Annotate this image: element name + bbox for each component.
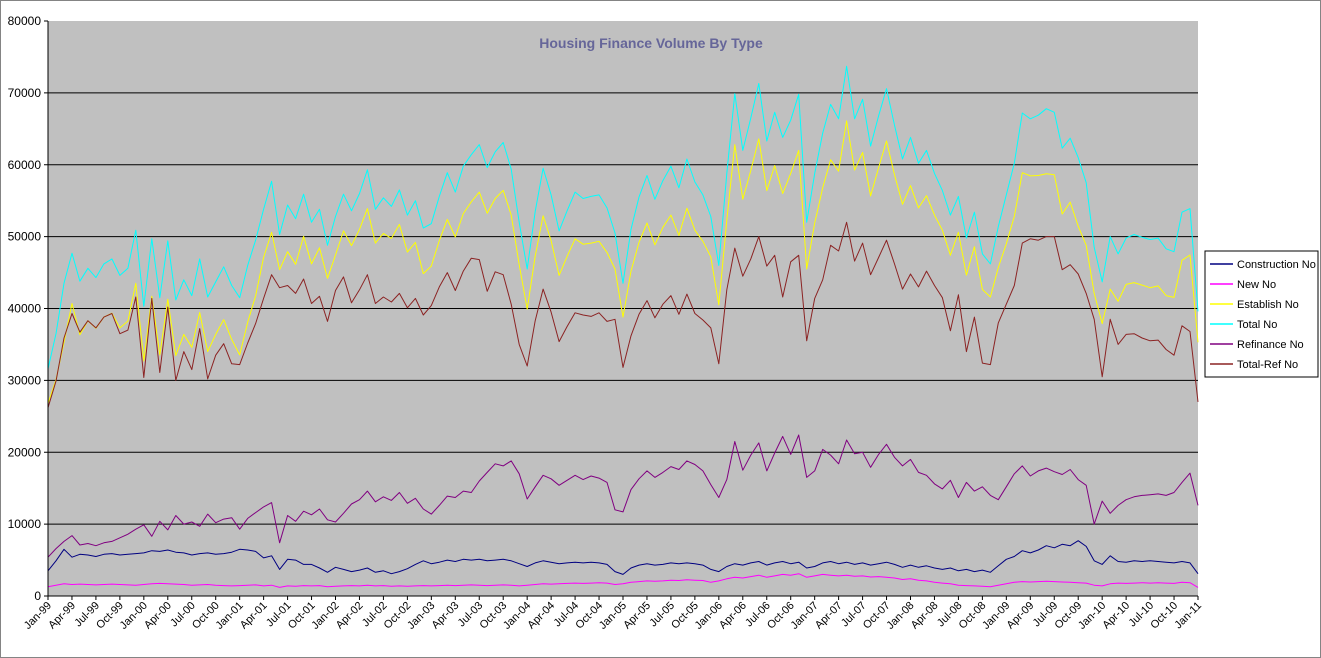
series-line-total-no xyxy=(47,65,1199,370)
series-line-new-no xyxy=(47,573,1199,588)
x-axis-ticks xyxy=(47,596,1199,600)
y-axis-label: 30000 xyxy=(8,373,42,387)
gridlines xyxy=(48,92,1198,525)
legend-label: Total-Ref No xyxy=(1237,359,1298,371)
legend-box xyxy=(1204,250,1319,378)
x-axis-label: Apr-07 xyxy=(813,600,845,632)
y-axis-label: 50000 xyxy=(8,230,42,244)
legend-label: Establish No xyxy=(1237,299,1299,311)
x-axis-label: Apr-04 xyxy=(525,600,557,632)
y-axis-label: 80000 xyxy=(8,14,42,28)
x-axis-label: Apr-01 xyxy=(238,600,270,632)
x-axis-label: Apr-99 xyxy=(46,600,78,632)
x-axis-labels: Jan-99Apr-99Jul-99Oct-99Jan-00Apr-00Jul-… xyxy=(22,600,1204,632)
series-line-total-ref-no xyxy=(47,221,1199,408)
y-axis-label: 70000 xyxy=(8,86,42,100)
x-axis-label: Apr-00 xyxy=(142,600,174,632)
x-axis-label: Apr-10 xyxy=(1100,600,1132,632)
legend-label: Construction No xyxy=(1237,259,1316,271)
y-axis-label: 0 xyxy=(34,589,41,603)
x-axis-label: Apr-02 xyxy=(334,600,366,632)
series-line-construction-no xyxy=(47,540,1199,575)
series-line-establish-no xyxy=(47,120,1199,404)
series-lines xyxy=(47,65,1199,588)
y-axis-labels: 0 10000 20000 30000 40000 50000 60000 70000 8000… xyxy=(8,14,42,603)
y-axis-label: 20000 xyxy=(8,445,42,459)
legend: Construction No New No Establish No Total N… xyxy=(1204,250,1319,378)
x-axis-label: Jan-11 xyxy=(1172,600,1204,632)
x-axis-label: Apr-08 xyxy=(909,600,941,632)
x-axis-label: Apr-03 xyxy=(430,600,462,632)
y-axis-ticks xyxy=(44,20,48,597)
legend-label: Refinance No xyxy=(1237,339,1304,351)
series-line-refinance-no xyxy=(47,434,1199,558)
chart-title: Housing Finance Volume By Type xyxy=(539,35,763,51)
y-axis-label: 40000 xyxy=(8,302,42,316)
legend-label: New No xyxy=(1237,279,1276,291)
legend-label: Total No xyxy=(1237,319,1277,331)
x-axis-label: Apr-06 xyxy=(717,600,749,632)
x-axis-label: Apr-09 xyxy=(1005,600,1037,632)
y-axis-label: 60000 xyxy=(8,158,42,172)
x-axis-label: Apr-05 xyxy=(621,600,653,632)
y-axis-label: 10000 xyxy=(8,517,42,531)
